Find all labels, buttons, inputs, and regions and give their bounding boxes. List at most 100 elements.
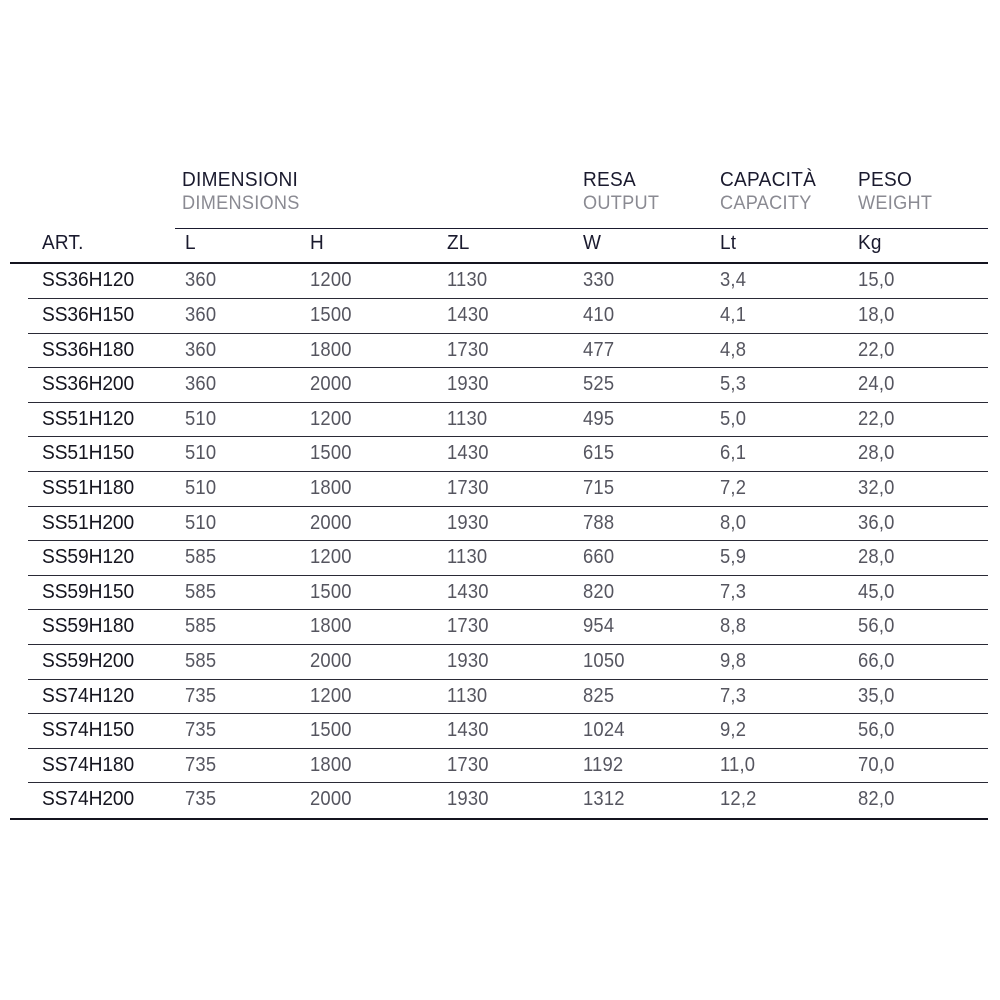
cell-lt: 5,9 [720, 546, 747, 569]
table-row: SS51H150 510 1500 1430 615 6,1 28,0 [10, 437, 988, 472]
cell-article-code: SS59H120 [42, 546, 135, 569]
cell-lt: 12,2 [720, 788, 757, 811]
cell-lt: 11,0 [720, 753, 756, 776]
cell-zl: 1730 [447, 753, 489, 776]
cell-article-code: SS36H150 [42, 303, 135, 326]
row-separator [28, 436, 988, 438]
cell-lt: 7,3 [720, 684, 747, 707]
table-row: SS59H150 585 1500 1430 820 7,3 45,0 [10, 576, 988, 611]
group-header-peso-it: PESO [858, 168, 913, 191]
cell-article-code: SS74H180 [42, 753, 135, 776]
table-row: SS74H150 735 1500 1430 1024 9,2 56,0 [10, 714, 988, 749]
cell-w: 1192 [583, 753, 624, 776]
cell-l: 735 [185, 753, 217, 776]
column-header-w: W [583, 232, 602, 254]
column-header-lt: Lt [720, 232, 737, 254]
cell-h: 1500 [310, 303, 352, 326]
cell-l: 735 [185, 684, 217, 707]
cell-article-code: SS51H120 [42, 407, 135, 430]
header-bottom-rule [10, 262, 988, 265]
cell-kg: 56,0 [858, 615, 895, 638]
cell-zl: 1130 [447, 684, 488, 707]
cell-h: 1800 [310, 338, 352, 361]
cell-h: 1200 [310, 407, 352, 430]
column-header-art: ART. [42, 232, 84, 254]
cell-zl: 1930 [447, 373, 489, 396]
group-header-dimensioni-en: DIMENSIONS [182, 191, 300, 214]
row-separator [28, 609, 988, 611]
table-row: SS51H180 510 1800 1730 715 7,2 32,0 [10, 472, 988, 507]
cell-h: 2000 [310, 373, 352, 396]
cell-lt: 9,8 [720, 649, 747, 672]
cell-kg: 36,0 [858, 511, 895, 534]
cell-l: 510 [185, 407, 217, 430]
cell-w: 1050 [583, 649, 625, 672]
cell-kg: 22,0 [858, 407, 895, 430]
cell-w: 477 [583, 338, 615, 361]
cell-kg: 35,0 [858, 684, 895, 707]
table-row: SS36H200 360 2000 1930 525 5,3 24,0 [10, 368, 988, 403]
cell-lt: 9,2 [720, 719, 747, 742]
table-body: SS36H120 360 1200 1130 330 3,4 15,0 SS36H150 360… [10, 264, 988, 818]
cell-w: 825 [583, 684, 615, 707]
cell-article-code: SS51H150 [42, 442, 135, 465]
row-separator [28, 332, 988, 334]
specification-table: DIMENSIONI DIMENSIONS RESA OUTPUT CAPACI… [10, 168, 988, 821]
cell-zl: 1730 [447, 476, 489, 499]
group-header-resa: RESA OUTPUT [583, 168, 665, 214]
group-header-peso: PESO WEIGHT [858, 168, 938, 214]
cell-kg: 66,0 [858, 649, 895, 672]
row-separator [28, 470, 988, 472]
row-separator [28, 367, 988, 369]
cell-h: 2000 [310, 649, 352, 672]
cell-w: 954 [583, 615, 615, 638]
cell-zl: 1130 [447, 546, 488, 569]
cell-kg: 15,0 [858, 269, 895, 292]
cell-l: 510 [185, 442, 217, 465]
cell-l: 585 [185, 580, 217, 603]
cell-zl: 1730 [447, 615, 489, 638]
group-header-dimensioni: DIMENSIONI DIMENSIONS [182, 169, 309, 214]
cell-article-code: SS74H150 [42, 719, 135, 742]
cell-w: 1024 [583, 719, 625, 742]
cell-kg: 32,0 [858, 476, 895, 499]
row-separator [28, 540, 988, 542]
cell-article-code: SS74H200 [42, 788, 135, 811]
cell-kg: 45,0 [858, 580, 895, 603]
table-row: SS59H200 585 2000 1930 1050 9,8 66,0 [10, 645, 988, 680]
cell-zl: 1430 [447, 303, 489, 326]
row-separator [28, 782, 988, 784]
cell-w: 660 [583, 546, 615, 569]
cell-lt: 3,4 [720, 269, 747, 292]
cell-h: 1200 [310, 546, 352, 569]
cell-zl: 1930 [447, 511, 489, 534]
group-header-resa-en: OUTPUT [583, 191, 660, 214]
column-header-zl: ZL [447, 232, 470, 254]
table-row: SS51H200 510 2000 1930 788 8,0 36,0 [10, 507, 988, 542]
cell-article-code: SS36H200 [42, 373, 135, 396]
group-header-resa-it: RESA [583, 168, 637, 191]
cell-kg: 56,0 [858, 719, 895, 742]
cell-article-code: SS59H200 [42, 649, 135, 672]
table-row: SS74H180 735 1800 1730 1192 11,0 70,0 [10, 749, 988, 784]
cell-l: 585 [185, 546, 217, 569]
cell-w: 820 [583, 580, 615, 603]
row-separator [28, 505, 988, 507]
cell-w: 1312 [583, 788, 625, 811]
table-row: SS36H150 360 1500 1430 410 4,1 18,0 [10, 299, 988, 334]
cell-kg: 18,0 [858, 303, 895, 326]
cell-l: 585 [185, 615, 217, 638]
cell-kg: 22,0 [858, 338, 895, 361]
cell-h: 1500 [310, 719, 352, 742]
table-bottom-rule [10, 817, 988, 821]
table-row: SS59H120 585 1200 1130 660 5,9 28,0 [10, 541, 988, 576]
table-row: SS59H180 585 1800 1730 954 8,8 56,0 [10, 610, 988, 645]
cell-lt: 5,0 [720, 407, 747, 430]
table-row: SS36H180 360 1800 1730 477 4,8 22,0 [10, 334, 988, 369]
cell-zl: 1130 [447, 407, 488, 430]
column-header-kg: Kg [858, 232, 882, 254]
cell-h: 1800 [310, 753, 352, 776]
group-header-peso-en: WEIGHT [858, 191, 933, 214]
cell-l: 510 [185, 476, 217, 499]
row-separator [28, 643, 988, 645]
